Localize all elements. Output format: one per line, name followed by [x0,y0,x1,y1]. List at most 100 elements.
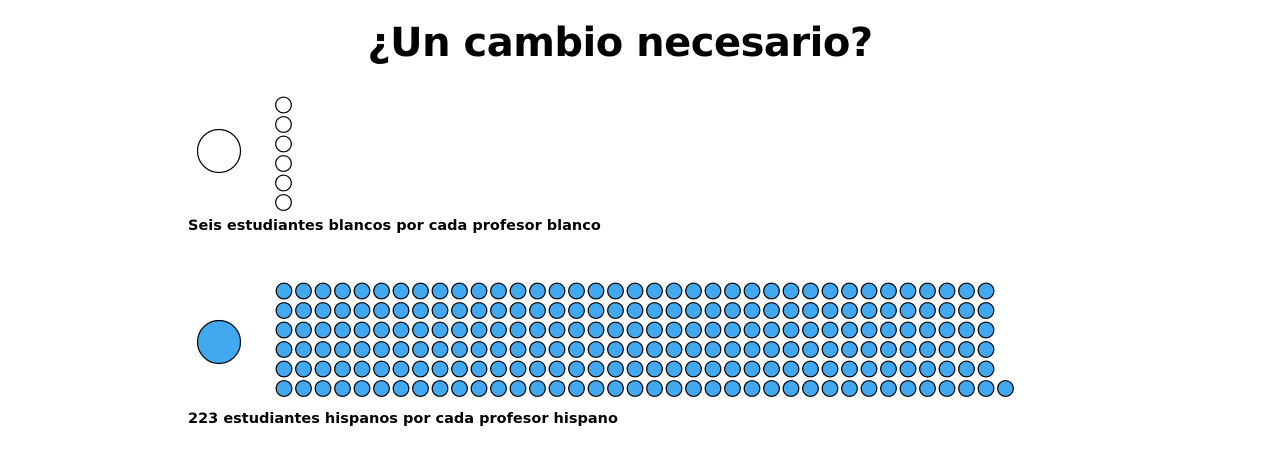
hispanic-student-mark [568,341,585,358]
hispanic-student-mark [802,380,819,397]
hispanic-student-mark [626,341,644,358]
hispanic-student-mark [919,302,936,319]
hispanic-student-mark [841,380,858,397]
hispanic-student-mark [548,341,566,358]
hispanic-student-mark [821,360,839,378]
hispanic-student-mark [626,282,644,300]
hispanic-student-mark [802,302,819,319]
hispanic-student-mark [899,341,917,358]
hispanic-student-mark [353,321,371,339]
hispanic-student-mark [938,302,956,319]
hispanic-student-mark [529,302,546,319]
hispanic-student-mark [373,302,390,319]
hispanic-student-mark [607,360,624,378]
hispanic-student-mark [782,321,800,339]
hispanic-student-mark [880,341,897,358]
hispanic-student-mark [763,282,780,300]
hispanic-student-mark [685,360,702,378]
hispanic-student-mark [412,321,429,339]
hispanic-student-mark [607,380,624,397]
hispanic-student-mark [724,360,741,378]
chart-title: ¿Un cambio necesario? [367,20,873,66]
hispanic-student-mark [334,321,351,339]
hispanic-student-mark [392,380,410,397]
hispanic-student-mark [977,321,995,339]
hispanic-student-mark [977,282,995,300]
white-student-mark [275,116,292,133]
hispanic-student-mark [782,360,800,378]
hispanic-student-mark [568,302,585,319]
hispanic-student-mark [548,302,566,319]
hispanic-student-mark [529,360,546,378]
hispanic-student-mark [821,282,839,300]
hispanic-student-mark [373,341,390,358]
hispanic-student-mark [763,302,780,319]
hispanic-student-mark [334,302,351,319]
hispanic-student-mark [295,321,312,339]
hispanic-student-mark [587,282,605,300]
hispanic-student-mark [704,321,722,339]
hispanic-student-mark [880,282,897,300]
hispanic-student-mark [938,360,956,378]
hispanic-student-mark [802,321,819,339]
hispanic-student-mark [314,302,332,319]
hispanic-student-mark [899,380,917,397]
hispanic-student-mark [919,321,936,339]
hispanic-student-mark [938,380,956,397]
hispanic-student-mark [529,282,546,300]
hispanic-student-mark [821,341,839,358]
hispanic-student-mark [607,341,624,358]
hispanic-student-mark [958,380,975,397]
hispanic-student-mark [529,380,546,397]
hispanic-student-mark [275,302,293,319]
hispanic-student-mark [275,321,293,339]
hispanic-student-mark [724,341,741,358]
hispanic-student-mark [919,341,936,358]
hispanic-student-mark [743,302,761,319]
hispanic-teacher-mark [196,319,242,365]
hispanic-student-mark [763,360,780,378]
hispanic-student-mark [568,380,585,397]
hispanic-student-mark [841,302,858,319]
hispanic-student-mark [353,380,371,397]
hispanic-student-mark [665,282,683,300]
hispanic-student-mark [568,321,585,339]
hispanic-student-mark [607,282,624,300]
hispanic-student-mark [451,341,468,358]
hispanic-student-mark [470,341,488,358]
hispanic-student-mark [860,321,878,339]
hispanic-student-mark [724,282,741,300]
hispanic-student-mark [938,341,956,358]
hispanic-group-caption: 223 estudiantes hispanos por cada profes… [188,411,618,427]
hispanic-student-mark [548,360,566,378]
hispanic-student-mark [997,380,1014,397]
hispanic-student-mark [470,321,488,339]
hispanic-student-mark [451,282,468,300]
hispanic-student-mark [451,360,468,378]
hispanic-student-mark [704,360,722,378]
hispanic-student-mark [490,302,507,319]
hispanic-student-mark [587,360,605,378]
hispanic-student-mark [763,341,780,358]
hispanic-student-mark [743,341,761,358]
hispanic-student-mark [451,380,468,397]
hispanic-student-mark [646,380,663,397]
hispanic-student-mark [646,321,663,339]
hispanic-student-mark [841,282,858,300]
hispanic-student-mark [841,341,858,358]
hispanic-student-mark [431,341,449,358]
hispanic-student-mark [470,380,488,397]
hispanic-student-mark [685,302,702,319]
hispanic-student-mark [295,282,312,300]
hispanic-student-mark [412,341,429,358]
hispanic-student-mark [919,360,936,378]
hispanic-student-mark [373,360,390,378]
hispanic-student-mark [938,321,956,339]
hispanic-student-mark [704,282,722,300]
hispanic-student-mark [841,360,858,378]
hispanic-student-mark [919,380,936,397]
hispanic-student-mark [821,321,839,339]
hispanic-student-mark [958,282,975,300]
hispanic-student-mark [451,302,468,319]
hispanic-student-mark [646,282,663,300]
